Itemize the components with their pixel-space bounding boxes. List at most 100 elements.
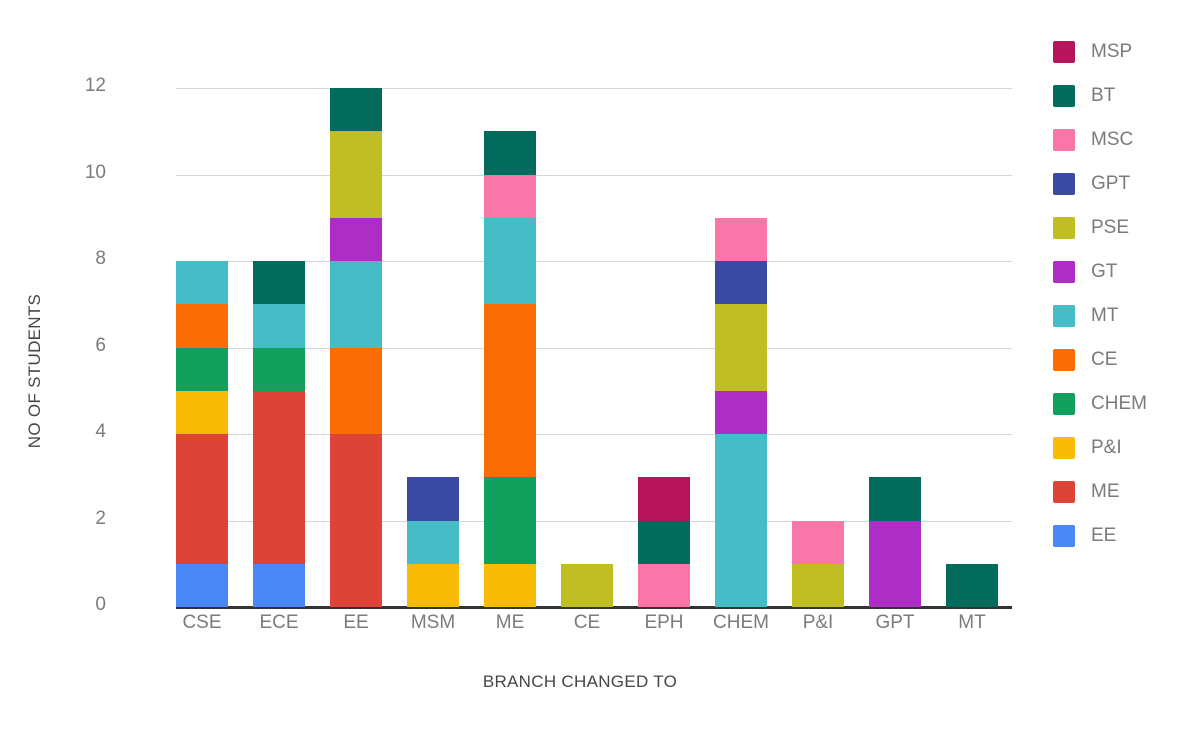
bar-segment[interactable] bbox=[484, 131, 536, 175]
bar-stack bbox=[484, 131, 536, 607]
bar-segment[interactable] bbox=[330, 88, 382, 132]
legend-label: MSP bbox=[1091, 41, 1133, 62]
bar-segment[interactable] bbox=[484, 217, 536, 305]
bar-group[interactable] bbox=[407, 88, 459, 607]
legend-item[interactable]: BT bbox=[1053, 74, 1200, 118]
bar-segment[interactable] bbox=[638, 477, 690, 521]
legend-label: BT bbox=[1091, 85, 1116, 106]
bar-segment[interactable] bbox=[407, 477, 459, 521]
bar-segment[interactable] bbox=[792, 563, 844, 607]
bar-segment[interactable] bbox=[176, 347, 228, 391]
legend-item[interactable]: PSE bbox=[1053, 206, 1200, 250]
bar-segment[interactable] bbox=[638, 520, 690, 564]
x-axis-tick-label: CHEM bbox=[713, 612, 769, 633]
bar-segment[interactable] bbox=[715, 261, 767, 305]
bar-segment[interactable] bbox=[253, 304, 305, 348]
bar-segment[interactable] bbox=[176, 434, 228, 564]
legend-item[interactable]: MSC bbox=[1053, 118, 1200, 162]
legend-swatch-icon bbox=[1053, 261, 1075, 283]
bar-segment[interactable] bbox=[484, 477, 536, 564]
bar-segment[interactable] bbox=[253, 563, 305, 607]
bars-layer bbox=[176, 88, 1012, 607]
bar-segment[interactable] bbox=[484, 304, 536, 478]
bar-segment[interactable] bbox=[330, 131, 382, 218]
bar-group[interactable] bbox=[946, 88, 998, 607]
bar-segment[interactable] bbox=[176, 261, 228, 305]
bar-stack bbox=[561, 563, 613, 607]
legend-swatch-icon bbox=[1053, 393, 1075, 415]
legend-label: ME bbox=[1091, 481, 1120, 502]
y-axis-tick-label: 8 bbox=[95, 248, 106, 269]
legend-item[interactable]: MT bbox=[1053, 294, 1200, 338]
bar-segment[interactable] bbox=[638, 563, 690, 607]
bar-segment[interactable] bbox=[330, 261, 382, 348]
x-axis-tick-label: EE bbox=[343, 612, 369, 633]
legend-swatch-icon bbox=[1053, 217, 1075, 239]
legend-label: P&I bbox=[1091, 437, 1122, 458]
bar-group[interactable] bbox=[638, 88, 690, 607]
legend-item[interactable]: CE bbox=[1053, 338, 1200, 382]
bar-segment[interactable] bbox=[330, 217, 382, 261]
gridline bbox=[176, 88, 1012, 89]
bar-segment[interactable] bbox=[176, 304, 228, 348]
gridline bbox=[176, 174, 1012, 176]
legend-label: CE bbox=[1091, 349, 1118, 370]
bar-segment[interactable] bbox=[253, 261, 305, 305]
bar-stack bbox=[792, 520, 844, 607]
bar-segment[interactable] bbox=[176, 390, 228, 434]
bar-stack bbox=[715, 217, 767, 607]
legend-swatch-icon bbox=[1053, 437, 1075, 459]
bar-group[interactable] bbox=[176, 88, 228, 607]
bar-segment[interactable] bbox=[330, 434, 382, 607]
axis-baseline bbox=[176, 606, 1012, 609]
legend-item[interactable]: GPT bbox=[1053, 162, 1200, 206]
bar-segment[interactable] bbox=[715, 390, 767, 434]
legend-item[interactable]: ME bbox=[1053, 470, 1200, 514]
legend-swatch-icon bbox=[1053, 305, 1075, 327]
x-axis-title: BRANCH CHANGED TO bbox=[482, 672, 678, 691]
x-axis-tick-label: CE bbox=[573, 612, 601, 633]
bar-segment[interactable] bbox=[715, 304, 767, 391]
legend-swatch-icon bbox=[1053, 525, 1075, 547]
bar-segment[interactable] bbox=[253, 347, 305, 391]
legend-item[interactable]: MSP bbox=[1053, 30, 1200, 74]
bar-stack bbox=[253, 261, 305, 607]
bar-segment[interactable] bbox=[869, 520, 921, 607]
bar-segment[interactable] bbox=[792, 520, 844, 564]
bar-segment[interactable] bbox=[484, 174, 536, 218]
bar-segment[interactable] bbox=[407, 520, 459, 564]
bar-segment[interactable] bbox=[253, 390, 305, 564]
bar-stack bbox=[176, 261, 228, 607]
bar-group[interactable] bbox=[484, 88, 536, 607]
bar-group[interactable] bbox=[330, 88, 382, 607]
bar-group[interactable] bbox=[253, 88, 305, 607]
bar-segment[interactable] bbox=[484, 563, 536, 607]
y-axis-title-text: NO OF STUDENTS bbox=[25, 293, 44, 449]
legend-item[interactable]: EE bbox=[1053, 514, 1200, 558]
gridline bbox=[176, 434, 1012, 435]
legend-item[interactable]: CHEM bbox=[1053, 382, 1200, 426]
legend-item[interactable]: P&I bbox=[1053, 426, 1200, 470]
bar-segment[interactable] bbox=[715, 434, 767, 607]
bar-group[interactable] bbox=[869, 88, 921, 607]
x-axis-tick-label: MT bbox=[958, 612, 986, 633]
bar-segment[interactable] bbox=[715, 217, 767, 261]
plot-area: CSE ECE EE MSM ME CE EPH CHEM P&I GPT MT bbox=[176, 88, 1012, 633]
bar-group[interactable] bbox=[561, 88, 613, 607]
legend-label: GT bbox=[1091, 261, 1118, 282]
bar-stack bbox=[330, 88, 382, 607]
bar-segment[interactable] bbox=[946, 563, 998, 607]
legend-item[interactable]: GT bbox=[1053, 250, 1200, 294]
y-axis-tick-label: 6 bbox=[95, 334, 106, 356]
x-axis-tick-label: EPH bbox=[644, 612, 684, 633]
bar-segment[interactable] bbox=[869, 477, 921, 521]
legend-label: GPT bbox=[1091, 173, 1131, 194]
bar-segment[interactable] bbox=[407, 563, 459, 607]
bar-segment[interactable] bbox=[330, 347, 382, 434]
bar-group[interactable] bbox=[792, 88, 844, 607]
bar-group[interactable] bbox=[715, 88, 767, 607]
bar-segment[interactable] bbox=[176, 563, 228, 607]
bar-segment[interactable] bbox=[561, 563, 613, 607]
legend-swatch-icon bbox=[1053, 349, 1075, 371]
